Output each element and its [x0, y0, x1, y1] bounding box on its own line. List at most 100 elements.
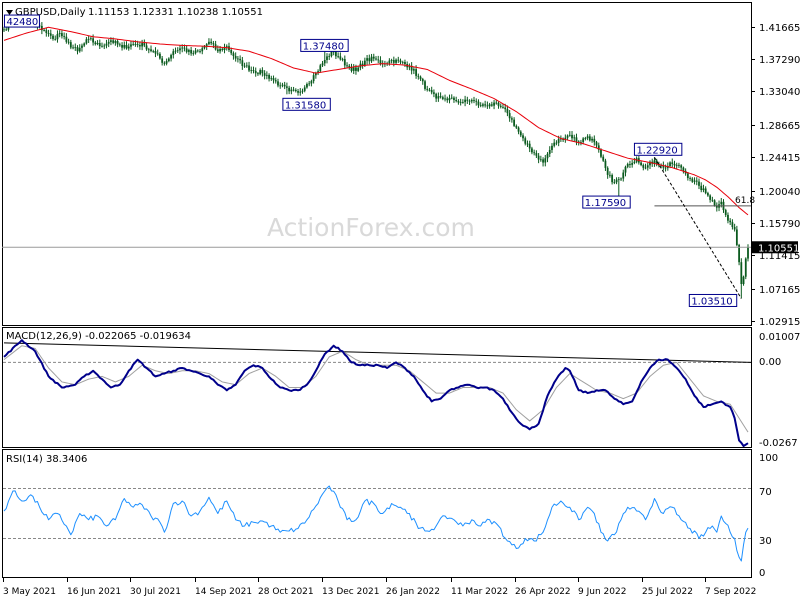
candle-body — [199, 51, 201, 52]
candle — [453, 96, 455, 103]
candle-body — [455, 100, 458, 102]
candle — [167, 57, 170, 63]
candle-body — [212, 43, 215, 45]
candle — [433, 89, 435, 98]
candle-body — [230, 50, 233, 54]
candle — [343, 55, 346, 70]
candle — [67, 38, 70, 45]
candle — [408, 63, 411, 71]
candle-body — [444, 98, 446, 100]
candle — [268, 73, 270, 82]
candle — [81, 43, 83, 52]
candle-body — [145, 45, 148, 50]
candle-body — [196, 50, 199, 52]
macd-main-line — [3, 339, 749, 447]
candle — [602, 154, 605, 162]
candle-body — [506, 109, 509, 114]
candle — [161, 56, 164, 66]
price-annotations: 42480 1.37480 1.31580 1.22920 1.17590 1.03510 — [3, 14, 738, 307]
candle-body — [370, 56, 373, 62]
candle-body — [430, 90, 433, 93]
rsi-y-axis: 100 70 30 0 — [759, 453, 778, 579]
candle — [613, 179, 616, 185]
candle — [265, 71, 268, 80]
candle — [700, 182, 703, 193]
price-label-box — [282, 97, 331, 111]
rsi-y-tick: 0 — [759, 568, 765, 579]
candle-body — [85, 39, 88, 44]
candle-body — [234, 56, 237, 59]
candle-body — [58, 33, 61, 35]
candle-body — [404, 62, 406, 65]
candle-body — [461, 102, 464, 103]
price-label-text: 1.31580 — [285, 100, 326, 111]
candle — [437, 92, 440, 102]
candle — [673, 160, 676, 169]
candle — [624, 165, 627, 177]
candle-body — [700, 185, 703, 191]
candle — [96, 40, 99, 46]
candle-body — [580, 142, 582, 143]
candle-body — [105, 43, 108, 46]
candle — [40, 22, 43, 35]
candle-body — [281, 84, 284, 86]
candle-body — [377, 59, 380, 61]
candle-body — [566, 135, 569, 138]
candle — [236, 56, 239, 63]
candle-body — [537, 155, 540, 160]
candle — [421, 77, 424, 85]
candle — [544, 155, 547, 167]
candle-body — [551, 145, 553, 150]
candle-body — [475, 100, 478, 102]
candle-body — [172, 51, 175, 56]
candle-body — [646, 165, 649, 168]
candle-body — [595, 142, 598, 146]
candle-body — [417, 75, 420, 77]
candle-body — [259, 70, 262, 75]
candle — [707, 191, 709, 197]
candle-body — [187, 49, 190, 52]
candle-body — [669, 162, 671, 167]
candle — [450, 94, 453, 100]
x-tick: 14 Sep 2021 — [195, 587, 252, 597]
candle-body — [294, 89, 297, 92]
candle-body — [132, 44, 135, 45]
candle — [83, 42, 86, 48]
candle — [323, 51, 326, 67]
candle — [221, 47, 224, 52]
x-tick: 26 Apr 2022 — [515, 587, 571, 597]
candle-body — [535, 153, 538, 156]
candle — [274, 77, 277, 84]
candle-body — [69, 42, 72, 48]
candle — [448, 94, 451, 104]
candle — [328, 53, 331, 60]
candle — [731, 219, 734, 230]
candle — [270, 75, 273, 81]
candle-body — [424, 81, 426, 89]
candle-body — [622, 172, 625, 179]
candle-body — [96, 43, 99, 45]
candle-body — [633, 161, 636, 163]
macd-panel-frame — [2, 327, 752, 448]
candle — [528, 140, 531, 153]
candle — [490, 101, 493, 107]
candle-body — [339, 56, 342, 60]
x-axis: 3 May 2021 16 Jun 2021 30 Jul 2021 14 Se… — [3, 587, 756, 597]
candle-body — [502, 106, 504, 108]
candle — [430, 86, 433, 95]
candle — [201, 46, 204, 55]
candle — [368, 54, 371, 65]
candle — [377, 55, 380, 64]
candle — [611, 173, 614, 185]
x-tick-marks — [3, 578, 706, 582]
candle — [154, 47, 157, 58]
candle — [740, 258, 743, 299]
candle-body — [522, 135, 524, 139]
candle — [290, 86, 293, 95]
candle — [85, 37, 88, 45]
candle-body — [190, 49, 193, 54]
candle — [426, 85, 429, 92]
candle — [606, 166, 609, 179]
candle — [152, 49, 155, 53]
candle — [74, 43, 77, 51]
